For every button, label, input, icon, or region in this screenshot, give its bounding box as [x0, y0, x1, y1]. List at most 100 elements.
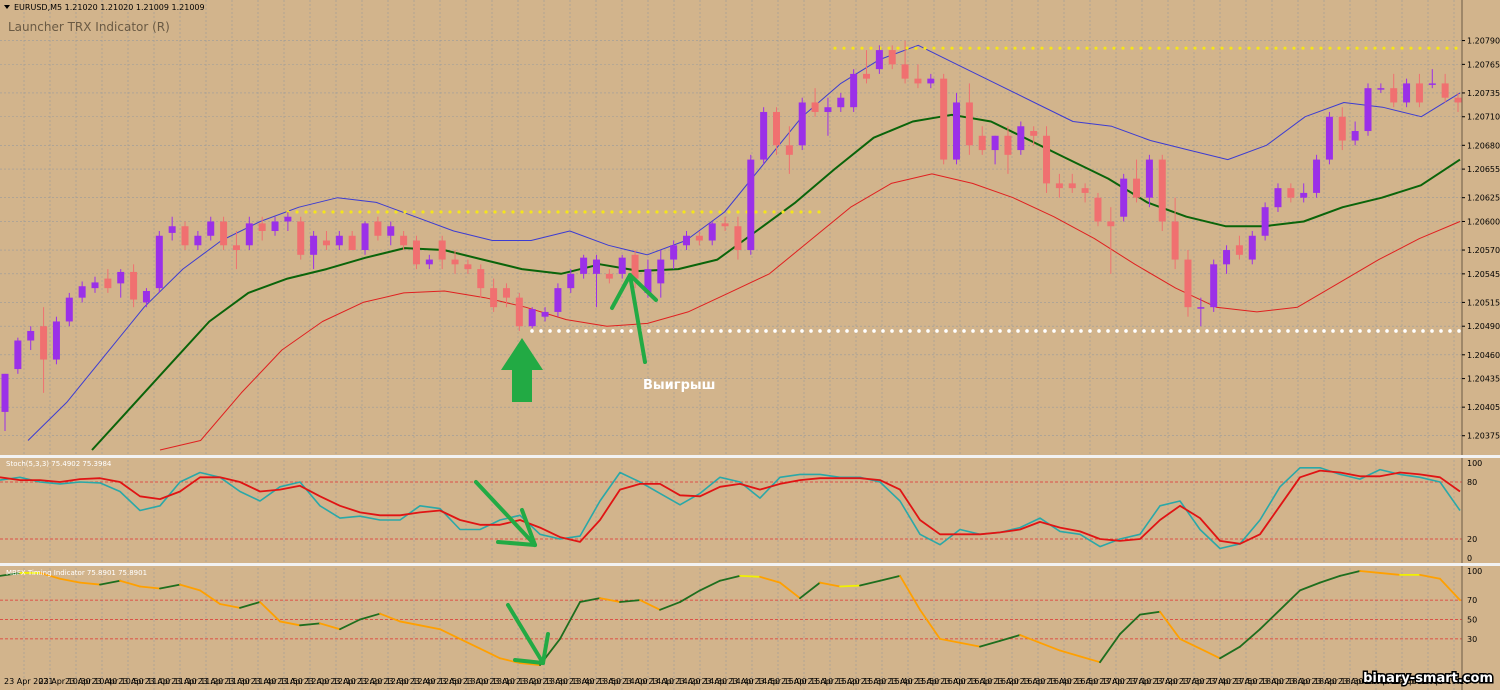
level-dot [959, 46, 963, 50]
time-tick-label: 23 Apr 11:00 [118, 677, 170, 686]
level-dot [869, 46, 873, 50]
level-dot [1013, 46, 1017, 50]
level-dot [995, 46, 999, 50]
level-dot [1205, 329, 1209, 333]
price-tick-label: 1.20490 [1467, 322, 1500, 331]
lower-band-line [159, 173, 1461, 451]
mbfx-segment [319, 622, 341, 631]
level-dot [1295, 329, 1299, 333]
mbfx-segment [899, 574, 921, 611]
level-dot [637, 210, 641, 214]
candle-body [721, 223, 729, 227]
time-tick-label: 23 Apr 18:10 [1258, 677, 1310, 686]
candle-body [297, 221, 305, 255]
bands [27, 44, 1461, 451]
level-dot [1142, 329, 1146, 333]
price-tick-label: 1.20655 [1467, 165, 1500, 174]
level-dot [1340, 329, 1344, 333]
level-dot [376, 210, 380, 214]
candle-body [1351, 131, 1359, 141]
level-dot [887, 46, 891, 50]
level-dot [1106, 329, 1110, 333]
level-dot [1445, 46, 1449, 50]
candle-body [695, 235, 703, 241]
level-dot [475, 210, 479, 214]
mbfx-tick-label: 100 [1467, 567, 1482, 576]
level-dot [1040, 46, 1044, 50]
mbfx-title: MBFX Timing Indicator 75.8901 75.8901 [6, 569, 147, 577]
level-dot [529, 210, 533, 214]
candle-body [554, 288, 562, 312]
candle-body [65, 297, 73, 322]
level-dot [854, 329, 858, 333]
time-tick-label: 23 Apr 18:40 [1338, 677, 1390, 686]
candle-body [335, 235, 343, 246]
mbfx-segment [959, 641, 981, 648]
panel-separator[interactable] [0, 563, 1500, 566]
level-dot [709, 210, 713, 214]
candle-body [914, 78, 922, 84]
price-tick-label: 1.20600 [1467, 217, 1500, 226]
level-dots [286, 46, 1461, 333]
candle-body [747, 159, 755, 251]
level-dot [1133, 329, 1137, 333]
mbfx-segment [1059, 649, 1081, 658]
level-dot [691, 210, 695, 214]
time-tick-label: 23 Apr 13:40 [542, 677, 594, 686]
time-tick-label: 23 Apr 14:30 [675, 677, 727, 686]
mbfx-segment [859, 579, 881, 587]
time-tick-label: 23 Apr 12:00 [277, 677, 329, 686]
level-dot [1238, 46, 1242, 50]
level-dot [1151, 329, 1155, 333]
time-tick-label: 23 Apr 19:00 [1391, 677, 1443, 686]
level-dot [592, 210, 596, 214]
level-dot [1043, 329, 1047, 333]
level-dot [1376, 329, 1380, 333]
mbfx-segment [419, 624, 441, 631]
level-dot [611, 329, 615, 333]
mbfx-segment [739, 574, 761, 578]
level-dot [746, 329, 750, 333]
level-dot [998, 329, 1002, 333]
candle-body [1133, 178, 1141, 198]
candle-body [580, 257, 588, 274]
candle-body [953, 102, 961, 160]
time-tick-label: 23 Apr 16:10 [940, 677, 992, 686]
level-dot [683, 329, 687, 333]
candle-body [284, 216, 292, 222]
candle-body [310, 235, 318, 255]
triangle-down-icon[interactable] [4, 5, 10, 9]
level-dot [833, 46, 837, 50]
candle-body [682, 235, 690, 246]
candle-body [232, 245, 240, 251]
mbfx-segment [1359, 570, 1381, 574]
candle-body [850, 73, 858, 108]
level-dot [1223, 329, 1227, 333]
stoch-tick-label: 80 [1467, 478, 1477, 487]
candle-body [1287, 188, 1295, 198]
stoch-tick-label: 100 [1467, 459, 1482, 468]
level-dot [448, 210, 452, 214]
level-dot [548, 329, 552, 333]
level-dot [1412, 329, 1416, 333]
price-tick-label: 1.20515 [1467, 298, 1500, 307]
level-dot [1421, 329, 1425, 333]
level-dot [575, 329, 579, 333]
level-dot [484, 210, 488, 214]
level-dot [1328, 46, 1332, 50]
candle-body [245, 223, 253, 246]
mbfx-segment [1199, 647, 1221, 660]
level-dot [295, 210, 299, 214]
panel-separator[interactable] [0, 455, 1500, 458]
grid [0, 0, 1462, 690]
time-tick-label: 23 Apr 10:30 [39, 677, 91, 686]
level-dot [656, 329, 660, 333]
mbfx-segment [39, 572, 61, 580]
candle-body [1094, 197, 1102, 222]
level-dot [781, 210, 785, 214]
time-tick-label: 23 Apr 14:40 [701, 677, 753, 686]
level-dot [977, 46, 981, 50]
time-tick-label: 23 Apr 13:20 [489, 677, 541, 686]
level-dot [1139, 46, 1143, 50]
